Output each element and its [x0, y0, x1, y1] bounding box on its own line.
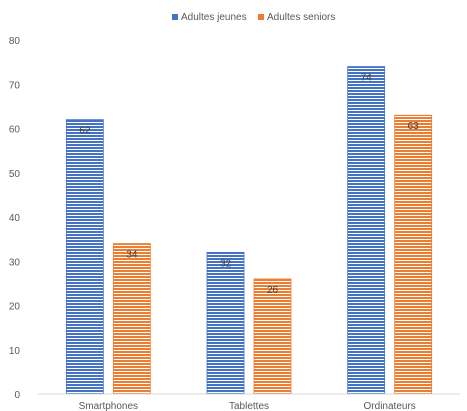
y-tick-label: 20 — [9, 302, 21, 313]
data-label: 62 — [79, 126, 91, 137]
bar-adultes-seniors-ordinateurs — [394, 114, 433, 395]
y-axis: 0 10 20 30 40 50 60 70 80 — [9, 36, 21, 401]
bar-adultes-seniors-tablettes — [253, 278, 292, 395]
bar-adultes-jeunes-ordinateurs — [347, 66, 386, 395]
data-label: 26 — [267, 285, 279, 296]
y-tick-label: 10 — [9, 346, 21, 357]
y-tick-label: 0 — [14, 390, 20, 401]
legend: Adultes jeunes Adultes seniors — [172, 12, 335, 23]
bar-adultes-jeunes-smartphones — [65, 119, 104, 395]
y-tick-label: 50 — [9, 169, 21, 180]
y-tick-label: 40 — [9, 213, 21, 224]
x-tick-label: Smartphones — [79, 401, 138, 411]
x-tick-label: Ordinateurs — [364, 401, 416, 411]
x-axis: Smartphones Tablettes Ordinateurs — [38, 393, 460, 411]
y-tick-label: 60 — [9, 125, 21, 136]
data-label: 34 — [126, 250, 138, 261]
x-tick-label: Tablettes — [229, 401, 269, 411]
y-tick-label: 70 — [9, 80, 21, 91]
y-tick-label: 80 — [9, 36, 21, 47]
data-label: 32 — [220, 258, 232, 269]
legend-swatch — [258, 14, 264, 20]
bar-adultes-seniors-smartphones — [112, 243, 151, 395]
bar-adultes-jeunes-tablettes — [206, 251, 245, 395]
data-label: 74 — [361, 73, 373, 84]
y-tick-label: 30 — [9, 257, 21, 268]
legend-swatch — [172, 14, 178, 20]
legend-label: Adultes jeunes — [181, 12, 247, 23]
legend-label: Adultes seniors — [267, 12, 335, 23]
data-label: 63 — [408, 121, 420, 132]
bars: 62 34 32 26 74 63 — [65, 66, 433, 395]
